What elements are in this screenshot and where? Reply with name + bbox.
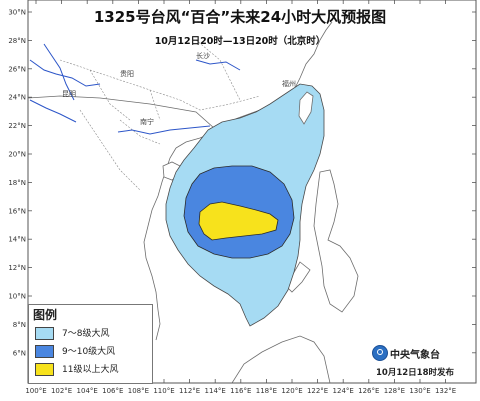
lat-tick-label: 28°N (8, 37, 26, 45)
lon-tick-label: 118°E (256, 387, 277, 395)
lon-tick-label: 114°E (205, 387, 226, 395)
legend-item-9-10: 9～10级大风 (35, 345, 150, 359)
legend-title: 图例 (33, 308, 58, 322)
province-boundaries (59, 39, 261, 191)
map-subtitle: 10月12日20时—13日20时（北京时） (154, 36, 326, 47)
legend: 图例 7～8级大风 9～10级大风 11级以上大风 (28, 304, 153, 384)
legend-swatch (35, 345, 54, 358)
latitude-ticks: 30°N 28°N 26°N 24°N 22°N 20°N 18°N 16°N 14°N 12°N… (8, 9, 476, 357)
map-title: 1325号台风“百合”未来24小时大风预报图 (93, 8, 387, 26)
lon-tick-label: 132°E (435, 387, 456, 395)
lon-tick-label: 102°E (51, 387, 72, 395)
lon-tick-label: 100°E (25, 387, 46, 395)
lon-tick-label: 108°E (128, 387, 149, 395)
legend-item-11-plus: 11级以上大风 (35, 363, 150, 377)
lat-tick-label: 10°N (8, 293, 26, 301)
lat-tick-label: 6°N (13, 349, 26, 357)
city-label: 贵阳 (120, 69, 134, 78)
lat-tick-label: 18°N (8, 179, 26, 187)
legend-swatch (35, 327, 54, 340)
lon-tick-label: 106°E (102, 387, 123, 395)
city-label: 长沙 (196, 51, 210, 60)
lon-tick-label: 104°E (77, 387, 98, 395)
legend-label: 11级以上大风 (62, 365, 119, 375)
city-label: 南宁 (140, 117, 154, 126)
legend-label: 9～10级大风 (62, 347, 116, 357)
legend-swatch (35, 363, 54, 376)
lon-tick-label: 128°E (384, 387, 405, 395)
lon-tick-label: 124°E (333, 387, 354, 395)
agency-name: 中央气象台 (390, 350, 440, 361)
lat-tick-label: 26°N (8, 65, 26, 73)
lat-tick-label: 8°N (13, 321, 26, 329)
borneo-coast (231, 335, 331, 384)
lat-tick-label: 20°N (8, 151, 26, 159)
longitude-ticks: 100°E 102°E 104°E 106°E 108°E 110°E 112°E 114°E… (25, 0, 456, 395)
issue-time: 10月12日18时发布 (376, 368, 454, 378)
lat-tick-label: 24°N (8, 94, 26, 102)
cma-globe-icon (372, 345, 388, 361)
lon-tick-label: 126°E (358, 387, 379, 395)
city-label: 昆明 (62, 90, 76, 98)
lon-tick-label: 116°E (230, 387, 251, 395)
lat-tick-label: 14°N (8, 236, 26, 244)
rivers (29, 43, 241, 135)
lon-tick-label: 110°E (153, 387, 174, 395)
wind-zone-11-plus (198, 201, 279, 241)
philippines-islands (313, 169, 359, 313)
lat-tick-label: 16°N (8, 207, 26, 215)
legend-label: 7～8级大风 (62, 329, 110, 339)
taiwan-gap (298, 91, 314, 125)
lon-tick-label: 130°E (409, 387, 430, 395)
lat-tick-label: 22°N (8, 122, 26, 130)
lon-tick-label: 112°E (179, 387, 200, 395)
legend-item-7-8: 7～8级大风 (35, 327, 150, 341)
city-label: 福州 (282, 79, 296, 88)
lat-tick-label: 12°N (8, 264, 26, 272)
lat-tick-label: 30°N (8, 9, 26, 17)
lon-tick-label: 120°E (281, 387, 302, 395)
lon-tick-label: 122°E (307, 387, 328, 395)
